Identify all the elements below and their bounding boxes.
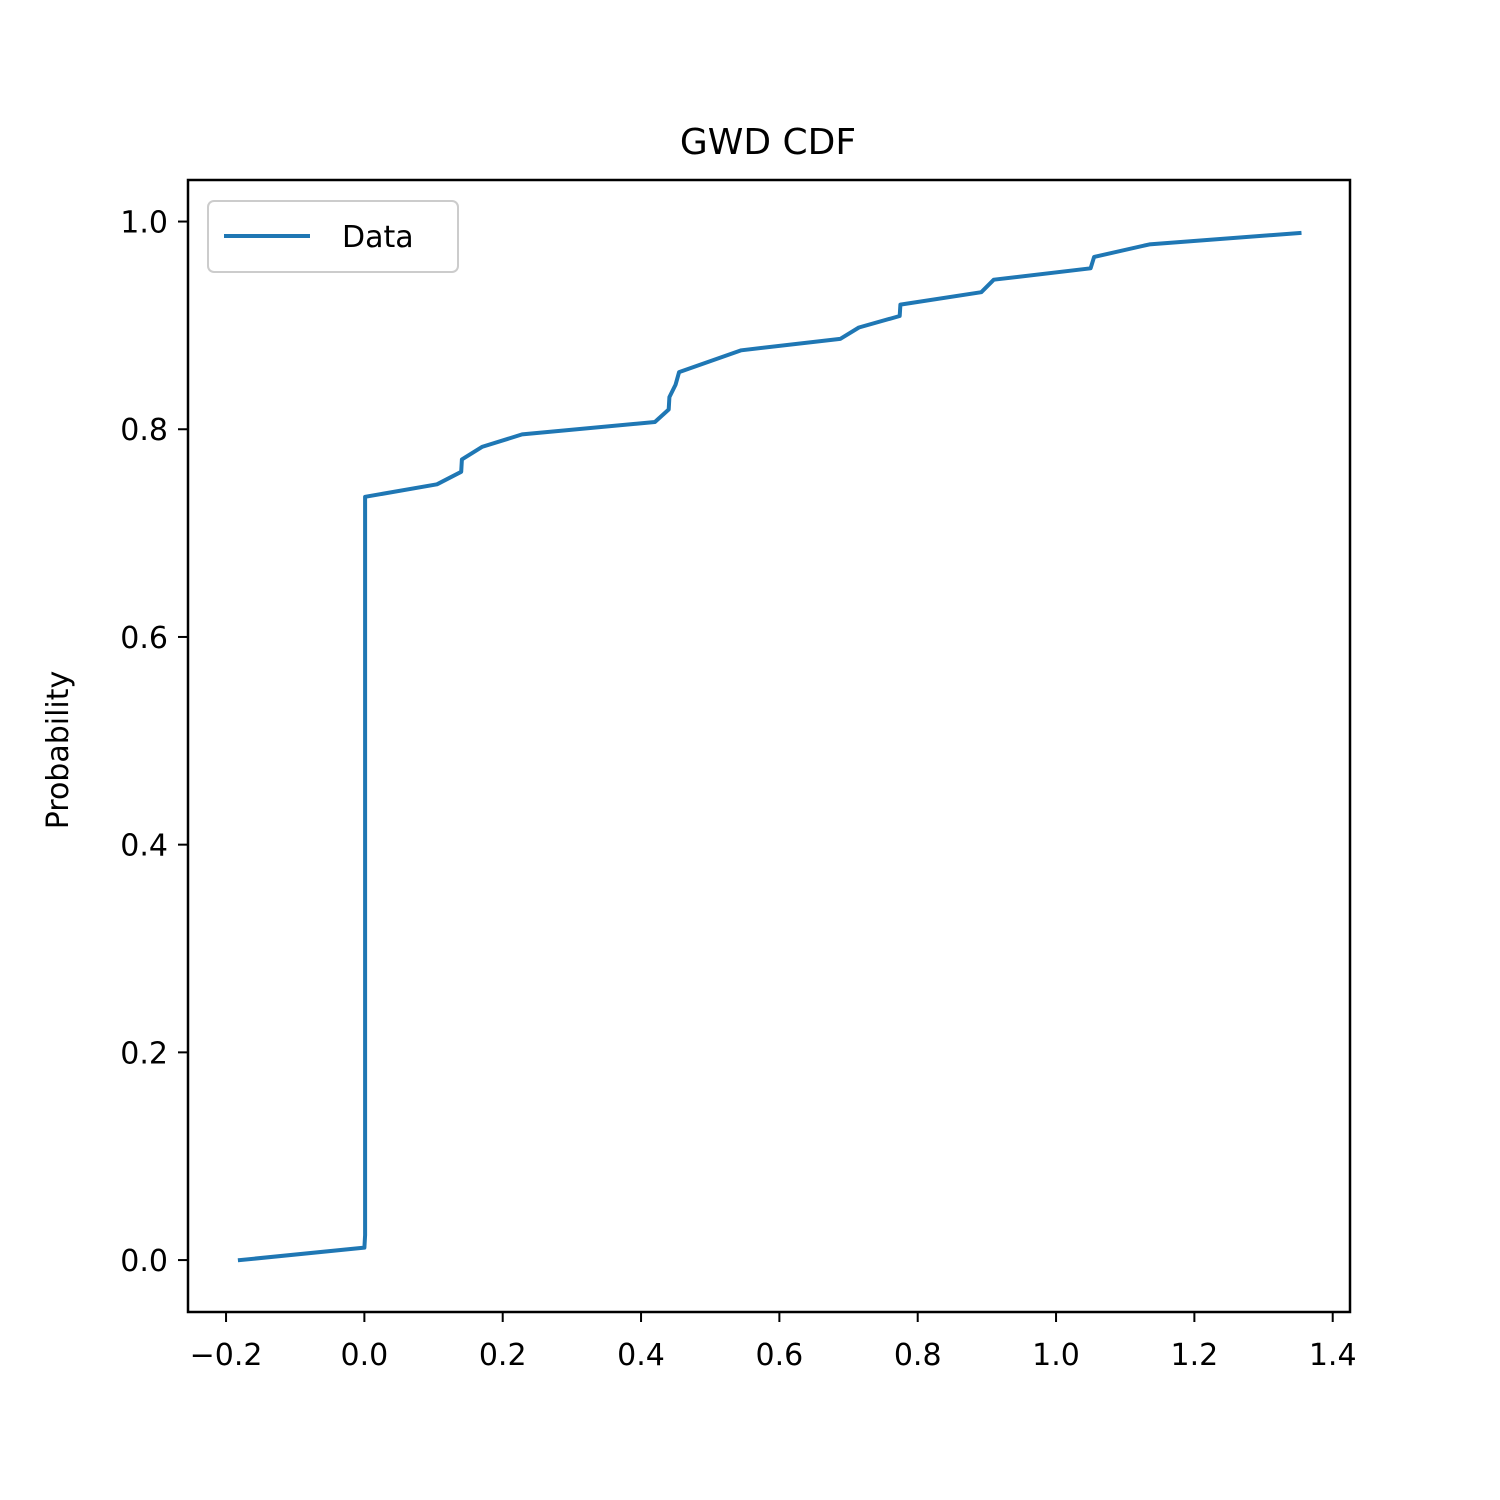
x-tick-label: 0.8 — [894, 1338, 942, 1373]
y-tick-label: 0.4 — [120, 829, 168, 864]
y-tick-label: 1.0 — [120, 206, 168, 241]
y-tick-label: 0.6 — [120, 621, 168, 656]
chart-title: GWD CDF — [680, 122, 856, 163]
plot-frame — [186, 178, 1352, 1314]
y-tick-label: 0.0 — [120, 1244, 168, 1279]
plot-marks: −0.2 0.0 0.2 0.4 0.6 0.8 1.0 1.2 1.4 0.0 0.2 0.4 0.6… — [120, 206, 1356, 1373]
x-tick-label: −0.2 — [190, 1338, 263, 1373]
series-line-data — [237, 230, 1302, 1263]
x-tick-label: 0.0 — [341, 1338, 389, 1373]
x-tick-label: 1.0 — [1032, 1338, 1080, 1373]
x-tick-label: 0.2 — [479, 1338, 527, 1373]
x-tick-label: 0.4 — [617, 1338, 665, 1373]
y-tick-label: 0.2 — [120, 1036, 168, 1071]
legend-label-data: Data — [342, 220, 414, 255]
legend: Data — [207, 200, 459, 273]
y-axis-label: Probability — [41, 671, 76, 830]
y-tick-label: 0.8 — [120, 413, 168, 448]
legend-box — [207, 200, 459, 273]
x-tick-label: 1.4 — [1309, 1338, 1357, 1373]
x-tick-label: 1.2 — [1171, 1338, 1219, 1373]
x-tick-label: 0.6 — [756, 1338, 804, 1373]
